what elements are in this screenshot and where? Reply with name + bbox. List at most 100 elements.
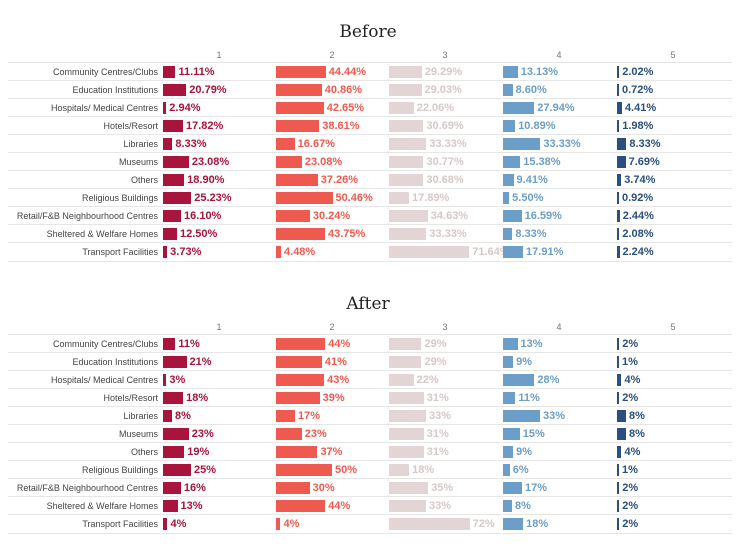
bar-3[interactable] — [389, 356, 422, 368]
bar-3[interactable] — [389, 500, 426, 512]
bar-4[interactable] — [503, 120, 516, 132]
bar-2[interactable] — [276, 446, 318, 458]
bar-2[interactable] — [276, 228, 325, 240]
bar-4[interactable] — [503, 518, 524, 530]
bar-4[interactable] — [503, 228, 513, 240]
bar-5[interactable] — [617, 192, 619, 204]
bar-2[interactable] — [276, 464, 332, 476]
bar-3[interactable] — [389, 192, 410, 204]
bar-5[interactable] — [617, 518, 620, 530]
bar-1[interactable] — [163, 374, 167, 386]
bar-4[interactable] — [503, 500, 512, 512]
bar-5[interactable] — [617, 464, 619, 476]
bar-5[interactable] — [617, 84, 619, 96]
bar-5[interactable] — [617, 410, 626, 422]
bar-3[interactable] — [389, 392, 424, 404]
bar-5[interactable] — [617, 338, 620, 350]
bar-3[interactable] — [389, 102, 414, 114]
bar-4[interactable] — [503, 392, 516, 404]
bar-3[interactable] — [389, 246, 470, 258]
bar-3[interactable] — [389, 464, 410, 476]
bar-3[interactable] — [389, 410, 426, 422]
bar-1[interactable] — [163, 246, 168, 258]
bar-2[interactable] — [276, 66, 326, 78]
bar-2[interactable] — [276, 518, 281, 530]
bar-1[interactable] — [163, 518, 168, 530]
bar-4[interactable] — [503, 428, 520, 440]
bar-4[interactable] — [503, 174, 514, 186]
bar-1[interactable] — [163, 156, 189, 168]
bar-5[interactable] — [617, 482, 620, 494]
bar-3[interactable] — [389, 518, 470, 530]
bar-5[interactable] — [617, 392, 620, 404]
bar-2[interactable] — [276, 192, 333, 204]
bar-4[interactable] — [503, 374, 535, 386]
bar-4[interactable] — [503, 246, 524, 258]
bar-3[interactable] — [389, 156, 424, 168]
bar-2[interactable] — [276, 374, 325, 386]
bar-5[interactable] — [617, 138, 627, 150]
bar-2[interactable] — [276, 120, 320, 132]
bar-4[interactable] — [503, 102, 535, 114]
bar-1[interactable] — [163, 66, 176, 78]
bar-2[interactable] — [276, 356, 322, 368]
bar-2[interactable] — [276, 138, 295, 150]
bar-1[interactable] — [163, 84, 187, 96]
bar-2[interactable] — [276, 84, 322, 96]
bar-4[interactable] — [503, 338, 518, 350]
bar-1[interactable] — [163, 392, 184, 404]
bar-1[interactable] — [163, 192, 192, 204]
bar-4[interactable] — [503, 464, 510, 476]
bar-1[interactable] — [163, 482, 181, 494]
bar-2[interactable] — [276, 428, 302, 440]
bar-4[interactable] — [503, 482, 523, 494]
bar-3[interactable] — [389, 428, 424, 440]
bar-5[interactable] — [617, 246, 620, 258]
bar-5[interactable] — [617, 210, 620, 222]
bar-1[interactable] — [163, 120, 183, 132]
bar-1[interactable] — [163, 500, 178, 512]
bar-3[interactable] — [389, 210, 428, 222]
bar-3[interactable] — [389, 174, 424, 186]
bar-2[interactable] — [276, 210, 310, 222]
bar-2[interactable] — [276, 482, 310, 494]
bar-1[interactable] — [163, 138, 173, 150]
bar-2[interactable] — [276, 102, 324, 114]
bar-3[interactable] — [389, 338, 422, 350]
bar-5[interactable] — [617, 102, 622, 114]
bar-1[interactable] — [163, 428, 189, 440]
bar-4[interactable] — [503, 84, 513, 96]
bar-2[interactable] — [276, 246, 282, 258]
bar-5[interactable] — [617, 356, 619, 368]
bar-5[interactable] — [617, 228, 620, 240]
bar-1[interactable] — [163, 410, 172, 422]
bar-5[interactable] — [617, 120, 620, 132]
bar-1[interactable] — [163, 102, 167, 114]
bar-4[interactable] — [503, 156, 521, 168]
bar-5[interactable] — [617, 446, 622, 458]
bar-3[interactable] — [389, 228, 427, 240]
bar-4[interactable] — [503, 210, 522, 222]
bar-3[interactable] — [389, 120, 424, 132]
bar-2[interactable] — [276, 500, 326, 512]
bar-3[interactable] — [389, 446, 424, 458]
bar-3[interactable] — [389, 84, 422, 96]
bar-2[interactable] — [276, 392, 320, 404]
bar-1[interactable] — [163, 228, 177, 240]
bar-5[interactable] — [617, 374, 622, 386]
bar-5[interactable] — [617, 156, 626, 168]
bar-3[interactable] — [389, 374, 414, 386]
bar-1[interactable] — [163, 446, 185, 458]
bar-4[interactable] — [503, 66, 518, 78]
bar-4[interactable] — [503, 138, 541, 150]
bar-4[interactable] — [503, 410, 540, 422]
bar-2[interactable] — [276, 174, 318, 186]
bar-3[interactable] — [389, 66, 422, 78]
bar-2[interactable] — [276, 410, 296, 422]
bar-5[interactable] — [617, 174, 622, 186]
bar-3[interactable] — [389, 138, 427, 150]
bar-4[interactable] — [503, 356, 514, 368]
bar-4[interactable] — [503, 192, 510, 204]
bar-2[interactable] — [276, 338, 326, 350]
bar-1[interactable] — [163, 338, 176, 350]
